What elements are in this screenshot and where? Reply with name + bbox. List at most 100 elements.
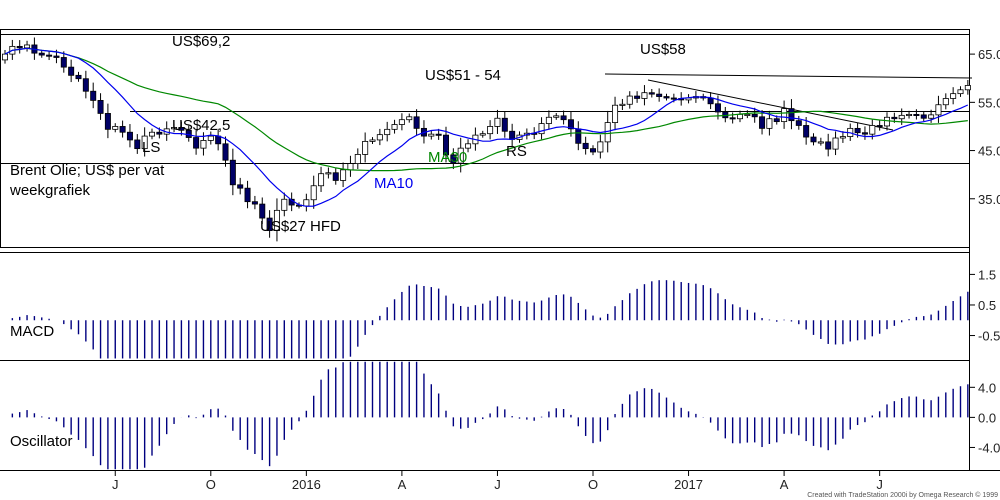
y-axis-ticks: 65.0 55.0 45.0 35.0 1.5 0.5 -0.5 4.0 0.0 -4.0 bbox=[969, 47, 1000, 455]
oscillator-bars bbox=[11, 361, 969, 470]
candle-body bbox=[487, 126, 494, 135]
x-axis-ticks: J O 2016 A J O 2017 A J bbox=[112, 470, 883, 492]
candle-body bbox=[82, 78, 89, 92]
candle-body bbox=[391, 124, 398, 130]
candle-body bbox=[707, 97, 714, 105]
trend-channel-line bbox=[604, 73, 973, 79]
candle-body bbox=[332, 172, 339, 181]
candle-body bbox=[567, 119, 574, 130]
y-tick-label: 45.0 bbox=[978, 144, 1000, 159]
candle-body bbox=[207, 135, 214, 141]
candle-body bbox=[494, 117, 501, 127]
candle-body bbox=[465, 143, 472, 149]
candle-body bbox=[545, 116, 552, 124]
x-tick-label: A bbox=[780, 477, 789, 492]
candle-body bbox=[663, 96, 670, 99]
annotation-ma30: MA30 bbox=[428, 149, 467, 166]
candle-body bbox=[759, 116, 766, 129]
candle-body bbox=[935, 104, 942, 116]
candle-body bbox=[751, 113, 758, 118]
annotation-ls: LS bbox=[142, 139, 160, 156]
candle-body bbox=[369, 139, 376, 142]
candle-body bbox=[16, 45, 23, 49]
candle-body bbox=[273, 209, 280, 232]
candle-body bbox=[920, 114, 927, 119]
y-tick-label: 1.5 bbox=[978, 267, 996, 282]
candle-body bbox=[479, 133, 486, 136]
x-tick-label: J bbox=[494, 477, 501, 492]
candle-body bbox=[119, 126, 126, 133]
candle-body bbox=[626, 95, 633, 105]
candle-body bbox=[340, 169, 347, 181]
y-tick-label: 0.5 bbox=[978, 298, 996, 313]
annotation-peak: US$69,2 bbox=[172, 33, 230, 50]
candle-body bbox=[553, 115, 560, 118]
candle-body bbox=[318, 173, 325, 187]
candle-body bbox=[913, 113, 920, 116]
candle-body bbox=[259, 203, 266, 219]
y-tick-label: 65.0 bbox=[978, 47, 1000, 62]
candle-body bbox=[413, 116, 420, 129]
candle-body bbox=[457, 147, 464, 164]
x-tick-label: O bbox=[206, 477, 216, 492]
candle-body bbox=[714, 103, 721, 113]
candle-body bbox=[53, 55, 60, 58]
candle-body bbox=[670, 97, 677, 100]
candle-body bbox=[582, 142, 589, 150]
annotation-neckline-low: US$42,5 bbox=[172, 117, 230, 134]
candle-body bbox=[891, 116, 898, 120]
candle-body bbox=[538, 123, 545, 135]
candle-body bbox=[773, 118, 780, 123]
candle-body bbox=[156, 131, 163, 135]
x-tick-label: A bbox=[398, 477, 407, 492]
candle-body bbox=[950, 93, 957, 99]
candle-body bbox=[325, 172, 332, 175]
candle-body bbox=[597, 141, 604, 153]
oscillator-label: Oscillator bbox=[10, 433, 73, 450]
moving-averages bbox=[4, 47, 969, 207]
horizontal-levels bbox=[0, 34, 969, 164]
candle-body bbox=[641, 92, 648, 99]
annotation-range: US$51 - 54 bbox=[425, 67, 501, 84]
candle-body bbox=[266, 217, 273, 232]
candle-body bbox=[2, 53, 8, 61]
candle-body bbox=[281, 198, 288, 211]
candle-body bbox=[428, 133, 435, 137]
trend-channel bbox=[604, 73, 973, 131]
macd-bars bbox=[11, 280, 969, 359]
y-tick-label: 55.0 bbox=[978, 95, 1000, 110]
candle-body bbox=[303, 199, 310, 207]
candle-body bbox=[68, 66, 75, 76]
candle-body bbox=[244, 187, 251, 203]
x-tick-label: 2017 bbox=[674, 477, 703, 492]
candle-body bbox=[171, 127, 178, 130]
candle-body bbox=[957, 89, 964, 95]
candle-body bbox=[229, 159, 236, 186]
candle-body bbox=[376, 134, 383, 141]
candle-body bbox=[24, 44, 31, 49]
x-tick-label: J bbox=[112, 477, 119, 492]
candle-body bbox=[781, 108, 788, 123]
candle-body bbox=[942, 98, 949, 106]
candle-body bbox=[928, 114, 935, 119]
candle-body bbox=[310, 185, 317, 201]
candle-body bbox=[46, 54, 53, 57]
candle-body bbox=[384, 128, 391, 136]
candle-body bbox=[75, 74, 82, 80]
candle-body bbox=[126, 131, 133, 141]
candle-body bbox=[501, 117, 508, 132]
x-tick-label: O bbox=[588, 477, 598, 492]
candlesticks bbox=[2, 37, 971, 242]
candle-body bbox=[97, 100, 104, 114]
candle-body bbox=[906, 113, 913, 116]
candle-body bbox=[876, 125, 883, 128]
annotation-low: US$27 HFD bbox=[260, 218, 341, 235]
candle-body bbox=[347, 163, 354, 171]
annotation-peak-2: US$58 bbox=[640, 41, 686, 58]
trend-channel-line bbox=[647, 79, 894, 131]
annotation-rs: RS bbox=[506, 143, 527, 160]
candle-body bbox=[795, 120, 802, 126]
candle-body bbox=[60, 57, 67, 68]
annotation-description-2: weekgrafiek bbox=[9, 182, 91, 199]
